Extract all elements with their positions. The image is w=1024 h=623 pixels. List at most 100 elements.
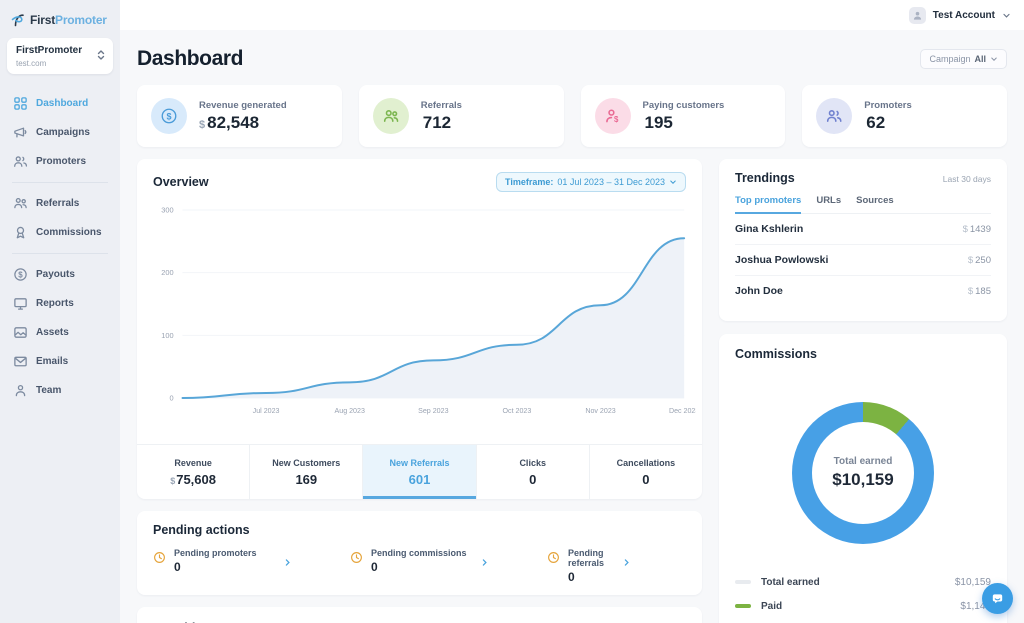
stat-value: 712 xyxy=(422,112,452,132)
image-icon xyxy=(13,325,28,340)
pending-label: Pending referrals xyxy=(568,548,605,568)
sidebar-item-label: Payouts xyxy=(36,269,75,280)
svg-text:100: 100 xyxy=(161,331,173,340)
svg-text:Dec 2023: Dec 2023 xyxy=(669,407,696,415)
trendings-title: Trendings xyxy=(735,171,795,185)
overview-metric-tabs: Revenue $75,608 New Customers 169 New Re… xyxy=(137,444,702,499)
trending-row[interactable]: John Doe $185 xyxy=(735,276,991,306)
currency-symbol: $ xyxy=(199,118,206,131)
chat-launcher-button[interactable] xyxy=(982,583,1013,614)
dollar-circle-icon: $ xyxy=(13,267,28,282)
workspace-name: FirstPromoter xyxy=(16,45,83,56)
tab-clicks[interactable]: Clicks 0 xyxy=(477,445,590,499)
stat-card-promoters: Promoters 62 xyxy=(802,85,1007,147)
sidebar-item-label: Emails xyxy=(36,356,69,367)
grid-icon xyxy=(13,96,28,111)
sidebar-item-assets[interactable]: Assets xyxy=(0,318,120,347)
sidebar-item-team[interactable]: Team xyxy=(0,376,120,405)
dollar-circle-icon: $ xyxy=(151,98,187,134)
svg-text:300: 300 xyxy=(161,205,173,214)
tab-label: Revenue xyxy=(174,457,212,468)
tab-value: 75,608 xyxy=(176,471,216,487)
stat-label: Paying customers xyxy=(642,99,725,111)
svg-text:Nov 2023: Nov 2023 xyxy=(585,407,615,415)
tab-urls[interactable]: URLs xyxy=(816,195,842,206)
chat-icon xyxy=(992,594,1003,604)
stat-card-referrals: Referrals 712 xyxy=(358,85,564,147)
workspace-selector[interactable]: FirstPromoter test.com xyxy=(7,38,113,74)
firstpromoter-logo-icon xyxy=(10,12,26,28)
page-title: Dashboard xyxy=(137,47,244,70)
users-icon xyxy=(372,98,409,134)
overview-card: Overview Timeframe: 01 Jul 2023 – 31 Dec… xyxy=(137,159,702,499)
campaign-filter[interactable]: Campaign All xyxy=(920,49,1007,69)
main-content: Dashboard Campaign All $ Revenue generat… xyxy=(120,30,1024,623)
clock-icon xyxy=(350,551,363,564)
pending-label: Pending promoters xyxy=(174,548,257,558)
timeframe-value: 01 Jul 2023 – 31 Dec 2023 xyxy=(557,177,665,187)
svg-text:Aug 2023: Aug 2023 xyxy=(335,407,365,415)
sidebar-item-label: Team xyxy=(36,385,62,396)
tab-label: New Referrals xyxy=(389,457,450,468)
tab-new-referrals[interactable]: New Referrals 601 xyxy=(363,445,477,499)
tab-revenue[interactable]: Revenue $75,608 xyxy=(137,445,251,499)
tab-new-customers[interactable]: New Customers 169 xyxy=(250,445,364,499)
tab-sources[interactable]: Sources xyxy=(856,195,894,206)
pending-referrals-item: Pending referrals 0 xyxy=(547,548,686,584)
person-icon xyxy=(13,383,28,398)
legend-value: $1,145 xyxy=(960,600,991,612)
legend-row-unpaid: Unpaid $9,014 xyxy=(735,618,991,623)
commissions-title: Commissions xyxy=(735,347,817,361)
tab-label: Clicks xyxy=(519,457,546,468)
chevron-down-icon xyxy=(991,57,997,61)
chevron-down-icon[interactable] xyxy=(1002,11,1011,20)
svg-text:Sep 2023: Sep 2023 xyxy=(418,407,448,415)
timeframe-selector[interactable]: Timeframe: 01 Jul 2023 – 31 Dec 2023 xyxy=(496,172,686,192)
sidebar-item-reports[interactable]: Reports xyxy=(0,289,120,318)
sidebar-item-label: Assets xyxy=(36,327,69,338)
trending-row[interactable]: Joshua Powlowski $250 xyxy=(735,245,991,276)
clock-icon xyxy=(547,551,560,564)
sidebar-divider xyxy=(12,182,108,183)
sidebar-item-label: Campaigns xyxy=(36,127,90,138)
tab-top-promoters[interactable]: Top promoters xyxy=(735,195,802,214)
pending-value: 0 xyxy=(174,560,181,574)
donut-center: Total earned $10,159 xyxy=(812,422,914,524)
tab-value: 0 xyxy=(529,471,537,487)
tab-value: 601 xyxy=(408,471,431,487)
currency-symbol: $ xyxy=(962,223,968,235)
svg-text:$: $ xyxy=(18,270,23,279)
unpaid-payouts-title: Unpaid payouts xyxy=(153,621,686,623)
user-group-icon xyxy=(13,196,28,211)
brand-logo[interactable]: FirstPromoter xyxy=(0,0,120,28)
legend-label: Total earned xyxy=(761,576,820,588)
sidebar-item-commissions[interactable]: Commissions xyxy=(0,218,120,247)
tab-cancellations[interactable]: Cancellations 0 xyxy=(590,445,702,499)
account-menu[interactable]: Test Account xyxy=(932,9,995,21)
sidebar-item-campaigns[interactable]: Campaigns xyxy=(0,118,120,147)
sidebar-item-dashboard[interactable]: Dashboard xyxy=(0,89,120,118)
stats-row: $ Revenue generated $82,548 Referrals 71… xyxy=(137,85,1007,147)
currency-symbol: $ xyxy=(170,475,176,486)
sidebar: FirstPromoter FirstPromoter test.com Das… xyxy=(0,0,120,623)
stat-value: 62 xyxy=(866,112,886,132)
trending-row[interactable]: Gina Kshlerin $1439 xyxy=(735,214,991,245)
pending-label: Pending commissions xyxy=(371,548,467,558)
stat-card-revenue: $ Revenue generated $82,548 xyxy=(137,85,342,147)
sidebar-nav: Dashboard Campaigns Promoters Referrals … xyxy=(0,89,120,405)
pending-value: 0 xyxy=(371,560,378,574)
chevron-right-icon[interactable] xyxy=(622,554,631,572)
tab-value: 169 xyxy=(295,471,318,487)
chevron-down-icon xyxy=(670,180,676,184)
chevron-right-icon[interactable] xyxy=(283,554,292,572)
sidebar-item-promoters[interactable]: Promoters xyxy=(0,147,120,176)
stat-value: 82,548 xyxy=(207,112,260,132)
sidebar-item-referrals[interactable]: Referrals xyxy=(0,189,120,218)
sidebar-item-payouts[interactable]: $ Payouts xyxy=(0,260,120,289)
envelope-icon xyxy=(13,354,28,369)
users-icon xyxy=(13,154,28,169)
sidebar-item-label: Promoters xyxy=(36,156,87,167)
promoter-name: Gina Kshlerin xyxy=(735,223,804,235)
chevron-right-icon[interactable] xyxy=(480,554,489,572)
sidebar-item-emails[interactable]: Emails xyxy=(0,347,120,376)
